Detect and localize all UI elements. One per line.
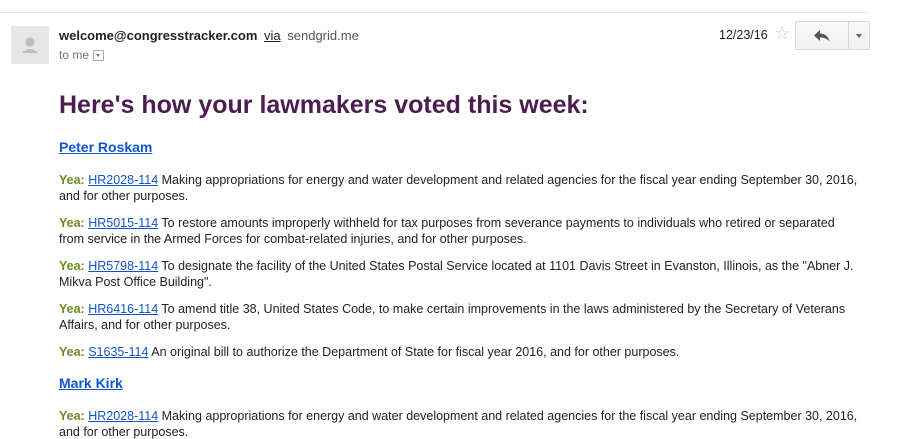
email-date: 12/23/16 xyxy=(719,28,768,42)
vote-status: Yea: xyxy=(59,216,85,230)
via-domain: sendgrid.me xyxy=(287,28,359,43)
bill-link[interactable]: HR2028-114 xyxy=(88,409,159,423)
bill-link[interactable]: S1635-114 xyxy=(88,345,149,359)
vote-status: Yea: xyxy=(59,302,85,316)
via-link[interactable]: via xyxy=(264,28,281,43)
reply-button-group xyxy=(795,21,870,50)
sender-line: welcome@congresstracker.com via sendgrid… xyxy=(59,28,359,43)
bill-description: To amend title 38, United States Code, t… xyxy=(59,302,846,332)
more-options-button[interactable] xyxy=(849,22,869,49)
star-icon[interactable]: ☆ xyxy=(774,23,791,43)
divider xyxy=(0,12,869,13)
email-body: Here's how your lawmakers voted this wee… xyxy=(59,90,859,439)
bill-description: An original bill to authorize the Depart… xyxy=(151,345,680,359)
vote-item: Yea: HR2028-114 Making appropriations fo… xyxy=(59,408,859,439)
bill-description: Making appropriations for energy and wat… xyxy=(59,409,858,439)
reply-button[interactable] xyxy=(796,22,849,49)
bill-link[interactable]: HR5015-114 xyxy=(88,216,159,230)
vote-status: Yea: xyxy=(59,173,85,187)
vote-item: Yea: HR5015-114 To restore amounts impro… xyxy=(59,215,859,247)
vote-item: Yea: HR6416-114 To amend title 38, Unite… xyxy=(59,301,859,333)
lawmaker-name: Peter Roskam xyxy=(59,138,859,156)
vote-item: Yea: S1635-114 An original bill to autho… xyxy=(59,344,859,360)
chevron-down-icon xyxy=(856,33,862,38)
headline: Here's how your lawmakers voted this wee… xyxy=(59,91,589,119)
lawmaker-link[interactable]: Mark Kirk xyxy=(59,375,123,391)
vote-item: Yea: HR5798-114 To designate the facilit… xyxy=(59,258,859,290)
sender-email[interactable]: welcome@congresstracker.com xyxy=(59,28,258,43)
reply-icon xyxy=(814,29,830,41)
dropdown-icon[interactable] xyxy=(93,49,105,61)
bill-description: Making appropriations for energy and wat… xyxy=(59,173,858,203)
bill-link[interactable]: HR2028-114 xyxy=(88,173,159,187)
bill-description: To designate the facility of the United … xyxy=(59,259,854,289)
vote-status: Yea: xyxy=(59,345,85,359)
bill-link[interactable]: HR5798-114 xyxy=(88,259,159,273)
vote-status: Yea: xyxy=(59,259,85,273)
lawmaker-name: Mark Kirk xyxy=(59,374,859,392)
sender-avatar[interactable] xyxy=(11,26,49,64)
bill-description: To restore amounts improperly withheld f… xyxy=(59,216,835,246)
vote-item: Yea: HR2028-114 Making appropriations fo… xyxy=(59,172,859,204)
recipients-line: to me xyxy=(59,48,105,62)
vote-status: Yea: xyxy=(59,409,85,423)
person-icon xyxy=(11,26,49,64)
recipients-label: to me xyxy=(59,48,90,62)
lawmaker-link[interactable]: Peter Roskam xyxy=(59,139,153,155)
bill-link[interactable]: HR6416-114 xyxy=(88,302,159,316)
